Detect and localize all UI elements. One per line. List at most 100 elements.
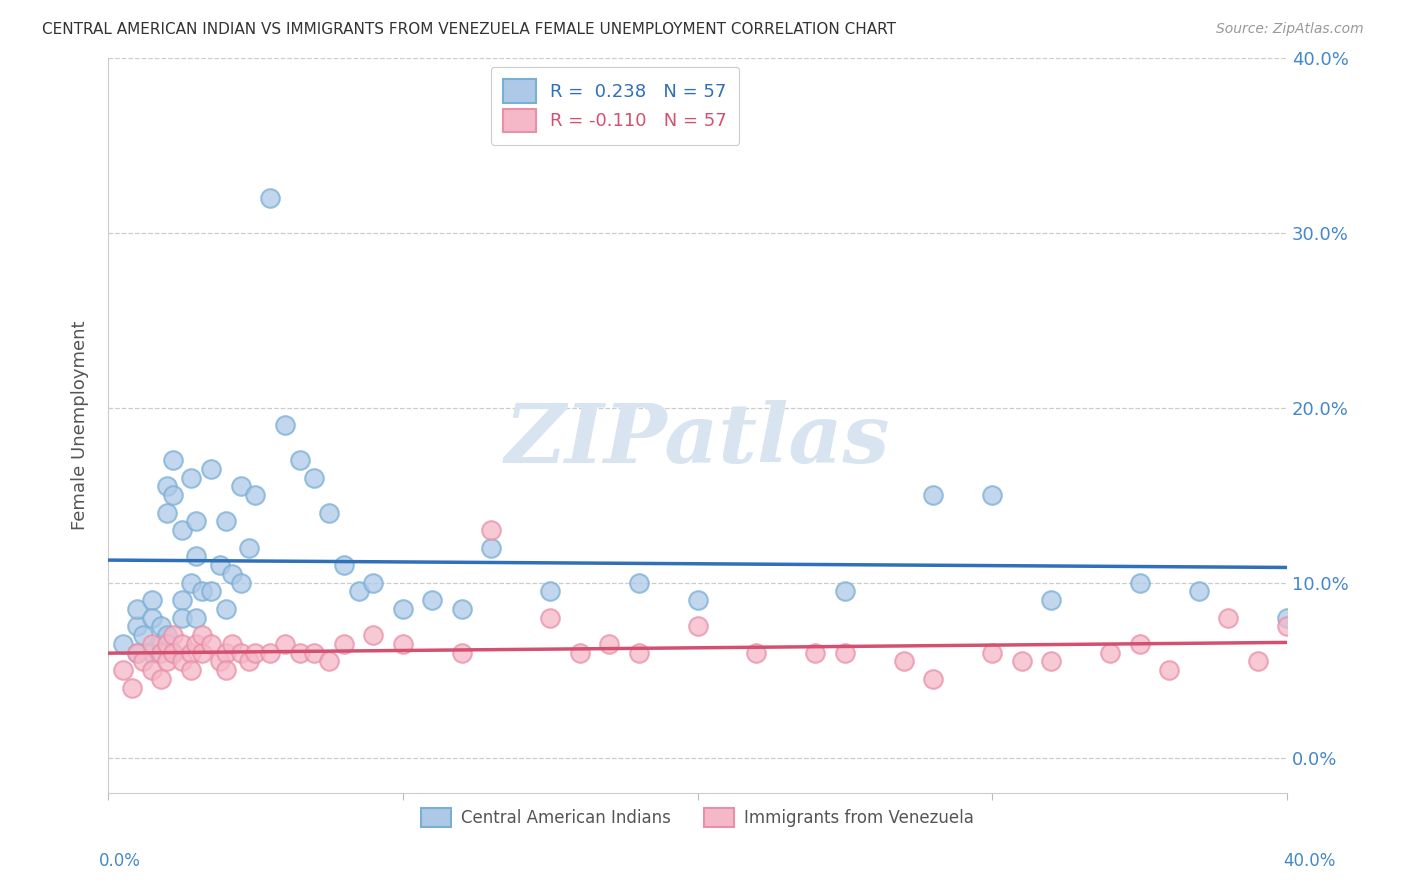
Point [304, 470, 326, 484]
Point [180, 575, 202, 590]
Point [834, 584, 856, 599]
Point [170, 523, 193, 537]
Point [156, 637, 179, 651]
Point [745, 646, 768, 660]
Point [333, 637, 356, 651]
Point [156, 628, 179, 642]
Point [1040, 654, 1063, 668]
Point [420, 593, 443, 607]
Point [834, 646, 856, 660]
Point [170, 610, 193, 624]
Point [245, 488, 267, 502]
Point [686, 593, 709, 607]
Point [180, 470, 202, 484]
Text: 40.0%: 40.0% [1284, 852, 1336, 870]
Point [127, 619, 149, 633]
Point [150, 646, 173, 660]
Text: Source: ZipAtlas.com: Source: ZipAtlas.com [1216, 22, 1364, 37]
Point [238, 654, 260, 668]
Point [238, 541, 260, 555]
Point [391, 637, 413, 651]
Point [922, 488, 945, 502]
Point [538, 584, 561, 599]
Point [1305, 610, 1327, 624]
Point [259, 646, 281, 660]
Point [1275, 619, 1298, 633]
Point [180, 663, 202, 677]
Point [304, 646, 326, 660]
Point [200, 637, 222, 651]
Point [180, 646, 202, 660]
Point [150, 672, 173, 686]
Point [127, 646, 149, 660]
Point [186, 610, 208, 624]
Point [1129, 637, 1152, 651]
Point [686, 619, 709, 633]
Point [1246, 654, 1268, 668]
Point [170, 637, 193, 651]
Point [221, 637, 243, 651]
Point [288, 646, 311, 660]
Point [1099, 646, 1122, 660]
Point [981, 488, 1004, 502]
Point [191, 628, 214, 642]
Point [1129, 575, 1152, 590]
Point [221, 566, 243, 581]
Point [391, 602, 413, 616]
Point [229, 479, 252, 493]
Text: ZIPatlas: ZIPatlas [505, 400, 890, 480]
Point [170, 654, 193, 668]
Point [191, 584, 214, 599]
Point [361, 575, 384, 590]
Point [893, 654, 915, 668]
Text: CENTRAL AMERICAN INDIAN VS IMMIGRANTS FROM VENEZUELA FEMALE UNEMPLOYMENT CORRELA: CENTRAL AMERICAN INDIAN VS IMMIGRANTS FR… [42, 22, 896, 37]
Point [361, 628, 384, 642]
Point [318, 654, 340, 668]
Point [156, 479, 179, 493]
Point [229, 575, 252, 590]
Point [318, 506, 340, 520]
Point [150, 619, 173, 633]
Point [1188, 584, 1211, 599]
Y-axis label: Female Unemployment: Female Unemployment [72, 320, 89, 530]
Point [1011, 654, 1033, 668]
Point [627, 646, 650, 660]
Point [111, 637, 134, 651]
Point [141, 593, 163, 607]
Point [162, 628, 184, 642]
Text: 0.0%: 0.0% [98, 852, 141, 870]
Point [333, 558, 356, 573]
Point [1159, 663, 1181, 677]
Point [141, 646, 163, 660]
Point [981, 646, 1004, 660]
Point [111, 663, 134, 677]
Point [215, 646, 238, 660]
Point [245, 646, 267, 660]
Point [215, 515, 238, 529]
Point [450, 602, 472, 616]
Legend: Central American Indians, Immigrants from Venezuela: Central American Indians, Immigrants fro… [413, 800, 983, 836]
Point [156, 506, 179, 520]
Point [186, 515, 208, 529]
Point [162, 646, 184, 660]
Point [156, 654, 179, 668]
Point [288, 453, 311, 467]
Point [127, 602, 149, 616]
Point [538, 610, 561, 624]
Point [1216, 610, 1239, 624]
Point [121, 681, 143, 695]
Point [170, 593, 193, 607]
Point [922, 672, 945, 686]
Point [450, 646, 472, 660]
Point [162, 453, 184, 467]
Point [162, 646, 184, 660]
Point [208, 558, 231, 573]
Point [259, 191, 281, 205]
Point [141, 637, 163, 651]
Point [479, 541, 502, 555]
Point [215, 663, 238, 677]
Point [479, 523, 502, 537]
Point [215, 602, 238, 616]
Point [150, 637, 173, 651]
Point [598, 637, 620, 651]
